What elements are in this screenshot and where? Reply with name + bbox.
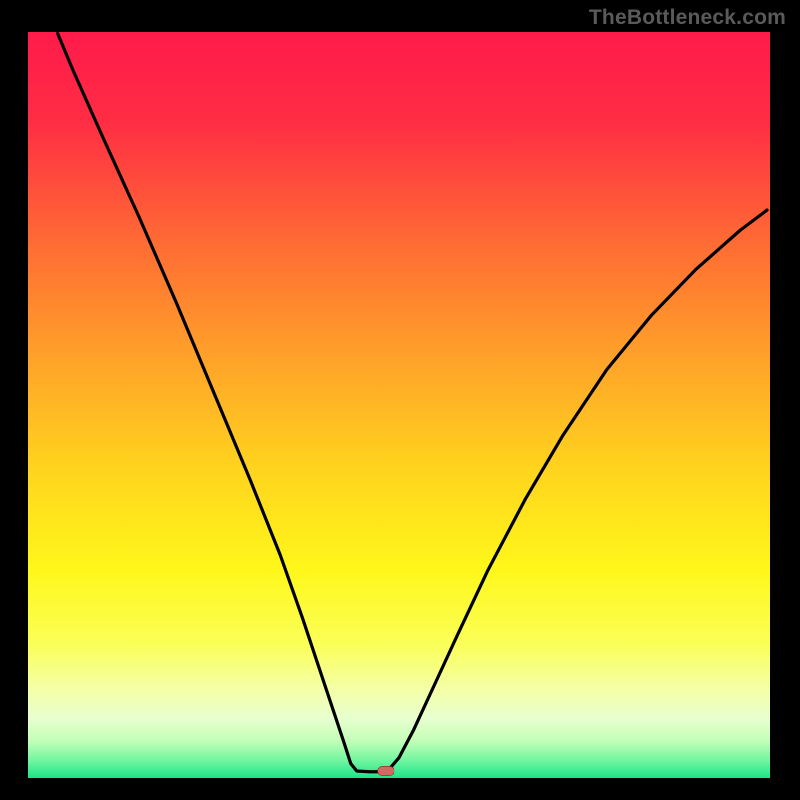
bottleneck-curve <box>28 32 770 774</box>
curve-path <box>58 33 767 771</box>
plot-area <box>28 32 770 778</box>
optimum-marker <box>377 766 395 776</box>
watermark-text: TheBottleneck.com <box>589 6 786 30</box>
chart-frame: TheBottleneck.com <box>0 0 800 800</box>
